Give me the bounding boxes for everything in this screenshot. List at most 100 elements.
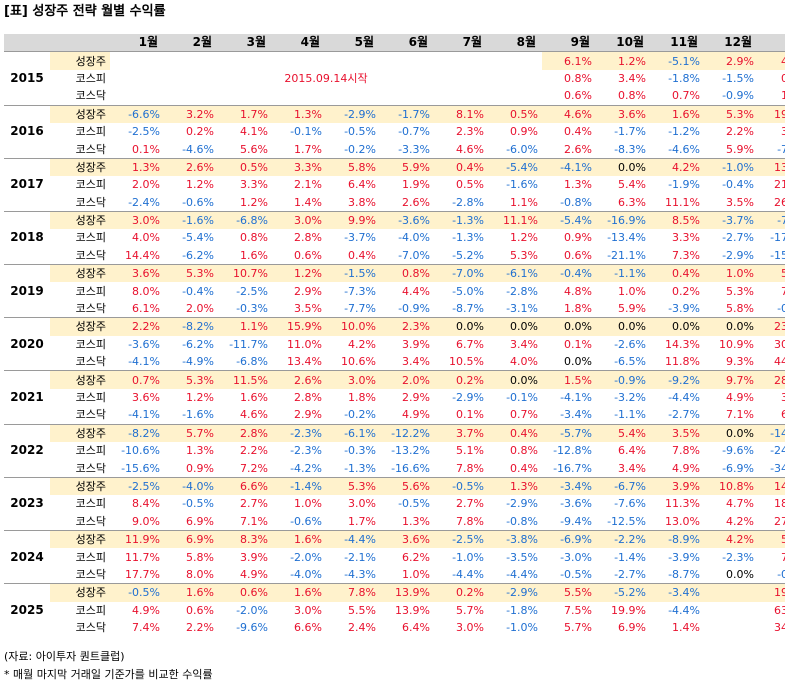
year-label: 2017: [4, 157, 50, 212]
value-cell: -1.0%: [704, 157, 758, 177]
value-cell: 7.3%: [781, 550, 785, 564]
value-cell: 0.9%: [186, 461, 214, 475]
table-row: 코스피 8.4% -0.5% 2.7% 1.0% 3.0% -0.5% 2.7% -2.9% -3…: [4, 495, 785, 512]
value-cell: -7.5%: [777, 142, 785, 156]
value-cell: -0.5%: [434, 476, 488, 496]
value-cell: 5.3%: [164, 370, 218, 389]
value-cell: -8.9%: [650, 529, 704, 549]
year-label: 2025: [4, 583, 50, 637]
value-cell: 4.9%: [726, 391, 754, 404]
value-cell: 6.7%: [758, 406, 785, 424]
value-cell: 0.8%: [240, 231, 268, 245]
value-cell: [704, 583, 758, 602]
value-cell: 5.4%: [618, 178, 646, 192]
value-cell: 3.4%: [618, 461, 646, 475]
value-cell: -3.5%: [506, 550, 538, 564]
value-cell: -0.5%: [560, 567, 592, 581]
value-cell: 14.4%: [125, 248, 160, 262]
value-cell: [380, 87, 434, 105]
value-cell: -2.3%: [290, 444, 322, 458]
value-cell: -3.4%: [542, 476, 596, 496]
table-row: 코스닥 14.4% -6.2% 1.6% 0.6% 0.4% -7.0% -5.2% 5.3% 0…: [4, 247, 785, 265]
value-cell: -3.8%: [488, 529, 542, 549]
value-cell: 1.0%: [704, 264, 758, 283]
value-cell: 3.6%: [781, 391, 785, 404]
value-cell: 0.5%: [456, 178, 484, 192]
value-cell: 4.2%: [704, 529, 758, 549]
value-cell: 19.3%: [758, 583, 785, 602]
value-cell: 6.4%: [348, 178, 376, 192]
value-cell: 5.1%: [456, 444, 484, 458]
value-cell: 2.2%: [726, 125, 754, 139]
year-label: 2020: [4, 317, 50, 371]
value-cell: -3.4%: [560, 408, 592, 422]
value-cell: -4.0%: [290, 567, 322, 581]
value-cell: -0.5%: [110, 583, 164, 602]
value-cell: -0.8%: [560, 195, 592, 209]
series-label: 성장주: [50, 370, 110, 389]
table-row: 코스닥 -4.1% -1.6% 4.6% 2.9% -0.2% 4.9% 0.1% 0.7% -3…: [4, 406, 785, 424]
value-cell: -3.9%: [668, 302, 700, 316]
value-cell: 4.9%: [672, 461, 700, 475]
value-cell: 6.1%: [132, 302, 160, 316]
series-label: 성장주: [50, 104, 110, 123]
value-cell: -1.5%: [326, 264, 380, 283]
value-cell: 11.5%: [218, 370, 272, 389]
value-cell: -0.4%: [182, 284, 214, 298]
value-cell: -2.5%: [434, 529, 488, 549]
value-cell: -8.3%: [614, 142, 646, 156]
series-label: 코스닥: [75, 302, 106, 316]
value-cell: -24.9%: [770, 444, 785, 458]
value-cell: 5.3%: [510, 248, 538, 262]
value-cell: 1.0%: [294, 497, 322, 511]
value-cell: [272, 51, 326, 70]
value-cell: 1.5%: [542, 370, 596, 389]
value-cell: -0.9%: [398, 302, 430, 316]
value-cell: 1.9%: [402, 178, 430, 192]
value-cell: -2.7%: [614, 567, 646, 581]
value-cell: 4.4%: [402, 284, 430, 298]
value-cell: -2.9%: [488, 583, 542, 602]
value-cell: -13.4%: [607, 231, 646, 245]
value-cell: 1.6%: [164, 583, 218, 602]
value-cell: 0.8%: [618, 89, 646, 103]
value-cell: -1.6%: [182, 408, 214, 422]
monthly-returns-table: 1월2월3월4월5월6월7월8월9월10월11월12월연간 2015성장주6.1…: [4, 34, 785, 637]
value-cell: -5.4%: [182, 231, 214, 245]
value-cell: 2.7%: [240, 497, 268, 511]
value-cell: -0.7%: [398, 125, 430, 139]
value-cell: 5.3%: [326, 476, 380, 496]
header-month: 10월: [596, 34, 650, 52]
value-cell: [218, 51, 272, 70]
series-label: 성장주: [50, 157, 110, 177]
value-cell: -4.4%: [668, 603, 700, 617]
header-month: 4월: [272, 34, 326, 52]
value-cell: 0.0%: [434, 317, 488, 336]
value-cell: -6.2%: [182, 337, 214, 351]
value-cell: 6.1%: [542, 51, 596, 70]
year-label: 2022: [4, 423, 50, 478]
value-cell: -2.2%: [596, 529, 650, 549]
value-cell: 26.4%: [774, 195, 785, 209]
value-cell: -4.4%: [452, 567, 484, 581]
value-cell: -6.0%: [506, 142, 538, 156]
value-cell: -9.2%: [650, 370, 704, 389]
value-cell: -4.4%: [506, 567, 538, 581]
value-cell: 0.4%: [510, 461, 538, 475]
table-row: 코스피 3.6% 1.2% 1.6% 2.8% 1.8% 2.9% -2.9% -0.1% -4.…: [4, 389, 785, 406]
series-label: 코스피: [75, 603, 106, 617]
value-cell: -0.1%: [506, 391, 538, 404]
value-cell: -2.6%: [614, 337, 646, 351]
value-cell: 0.2%: [186, 125, 214, 139]
year-label: 2018: [4, 210, 50, 265]
value-cell: 2.8%: [294, 231, 322, 245]
value-cell: 0.7%: [510, 408, 538, 422]
value-cell: 10.7%: [218, 264, 272, 283]
value-cell: -1.3%: [452, 231, 484, 245]
value-cell: 2.8%: [218, 423, 272, 442]
value-cell: -1.4%: [614, 550, 646, 564]
value-cell: 1.3%: [564, 178, 592, 192]
value-cell: -16.7%: [553, 461, 592, 475]
value-cell: -5.4%: [542, 210, 596, 230]
value-cell: -7.0%: [434, 264, 488, 283]
